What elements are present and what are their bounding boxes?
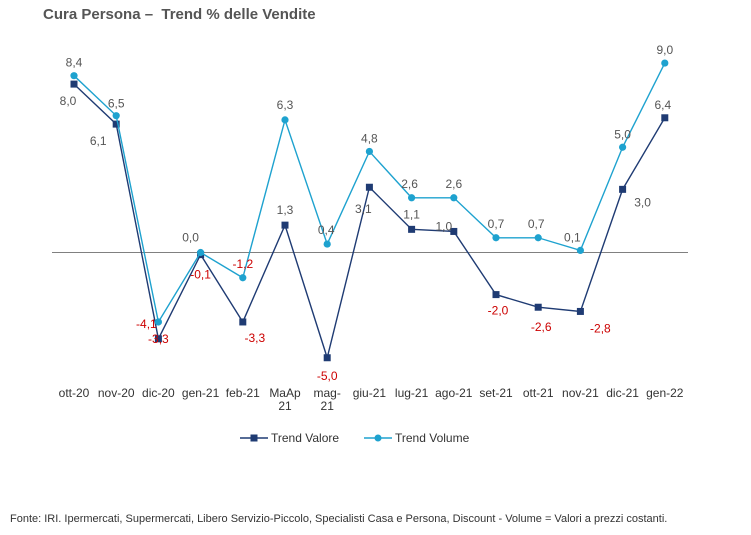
trend-valore-data-label: 6,4 — [654, 98, 671, 112]
trend-valore-data-label: -4,1 — [136, 317, 157, 331]
trend-valore-point — [576, 307, 584, 315]
trend-valore-data-label: 6,1 — [90, 134, 107, 148]
trend-volume-point — [534, 234, 542, 242]
trend-valore-line — [73, 83, 666, 361]
x-tick-label: set-21 — [479, 386, 513, 400]
trend-valore-data-label: 8,0 — [60, 94, 77, 108]
x-tick-label: mag-21 — [314, 386, 341, 413]
trend-volume-point — [70, 72, 78, 80]
trend-volume-data-label: 4,8 — [361, 131, 378, 145]
trend-valore-point — [450, 227, 458, 235]
trend-volume-data-label: 9,0 — [656, 43, 673, 57]
x-tick-label: giu-21 — [353, 386, 387, 400]
trend-valore-data-label: -2,0 — [488, 304, 509, 318]
trend-valore-point — [281, 221, 289, 229]
trend-valore-data-label: -0,1 — [190, 268, 211, 282]
trend-volume-point — [365, 147, 373, 156]
trend-valore-point — [492, 291, 500, 299]
trend-volume-point — [323, 240, 331, 248]
trend-volume-point — [576, 246, 585, 254]
trend-volume-data-label: -1,2 — [232, 257, 253, 271]
trend-volume-point — [281, 116, 289, 124]
trend-volume-line — [73, 62, 666, 324]
trend-volume-data-label: 6,5 — [108, 97, 125, 111]
x-tick-label: feb-21 — [226, 386, 260, 400]
x-tick-label: ott-20 — [59, 386, 90, 400]
trend-valore-data-label: -3,3 — [244, 331, 265, 345]
trend-valore-point — [323, 354, 331, 362]
trend-volume-point — [197, 248, 205, 257]
x-tick-label: lug-21 — [395, 386, 429, 400]
trend-volume-point — [450, 194, 458, 202]
trend-volume-data-label: 8,4 — [66, 56, 83, 70]
trend-volume-point — [492, 234, 500, 242]
trend-volume-data-label: -3,3 — [148, 332, 169, 346]
x-tick-label: nov-20 — [98, 386, 135, 400]
trend-volume-point — [661, 59, 669, 67]
trend-volume-data-label: 2,6 — [445, 177, 462, 191]
trend-volume-data-label: 0,0 — [182, 231, 199, 245]
trend-valore-point — [408, 225, 416, 233]
legend-volume-label: Trend Volume — [395, 431, 470, 445]
legend-volume-marker — [374, 434, 382, 442]
trend-valore-point — [154, 335, 162, 343]
trend-valore-data-label: 1,3 — [277, 203, 294, 217]
trend-valore-data-label: 3,0 — [634, 195, 651, 209]
trend-valore-data-label: 1,1 — [403, 207, 420, 221]
trend-valore-data-label: -5,0 — [317, 369, 338, 383]
trend-valore-point — [619, 185, 627, 193]
trend-valore-point — [239, 318, 247, 326]
x-tick-label: nov-21 — [562, 386, 599, 400]
trend-volume-data-label: 0,4 — [318, 223, 335, 237]
trend-valore-data-label: 3,1 — [355, 202, 372, 216]
trend-valore-point — [70, 80, 78, 88]
legend-valore-marker — [250, 434, 258, 442]
chart-title: Cura Persona – Trend % delle Vendite — [43, 6, 316, 23]
trend-volume-point — [154, 318, 162, 326]
legend-valore-label: Trend Valore — [271, 431, 339, 445]
trend-valore-data-label: 1,0 — [435, 219, 452, 233]
trend-valore-point — [112, 120, 120, 128]
trend-volume-data-label: 2,6 — [401, 177, 418, 191]
x-tick-label: gen-22 — [646, 386, 684, 400]
trend-valore-data-label: -2,6 — [531, 320, 552, 334]
trend-volume-point — [619, 143, 627, 151]
x-tick-label: ago-21 — [435, 386, 473, 400]
trend-valore-point — [534, 303, 542, 311]
trend-valore-point — [365, 183, 373, 191]
trend-valore-point — [661, 114, 669, 122]
trend-volume-point — [239, 274, 247, 282]
trend-valore-data-label: -2,8 — [590, 321, 611, 335]
trend-volume-point — [408, 194, 416, 202]
x-tick-label: ott-21 — [523, 386, 554, 400]
x-tick-label: gen-21 — [182, 386, 220, 400]
x-tick-label: dic-20 — [142, 386, 175, 400]
trend-volume-data-label: 0,7 — [488, 217, 505, 231]
x-tick-label: MaAp 21 — [269, 386, 301, 413]
trend-volume-data-label: 6,3 — [277, 98, 294, 112]
source-note: Fonte: IRI. Ipermercati, Supermercati, L… — [10, 513, 668, 525]
trend-volume-data-label: 0,7 — [528, 217, 545, 231]
trend-volume-data-label: 5,0 — [614, 127, 631, 141]
trend-volume-data-label: 0,1 — [564, 230, 581, 244]
trend-volume-point — [112, 112, 120, 120]
x-tick-label: dic-21 — [606, 386, 639, 400]
